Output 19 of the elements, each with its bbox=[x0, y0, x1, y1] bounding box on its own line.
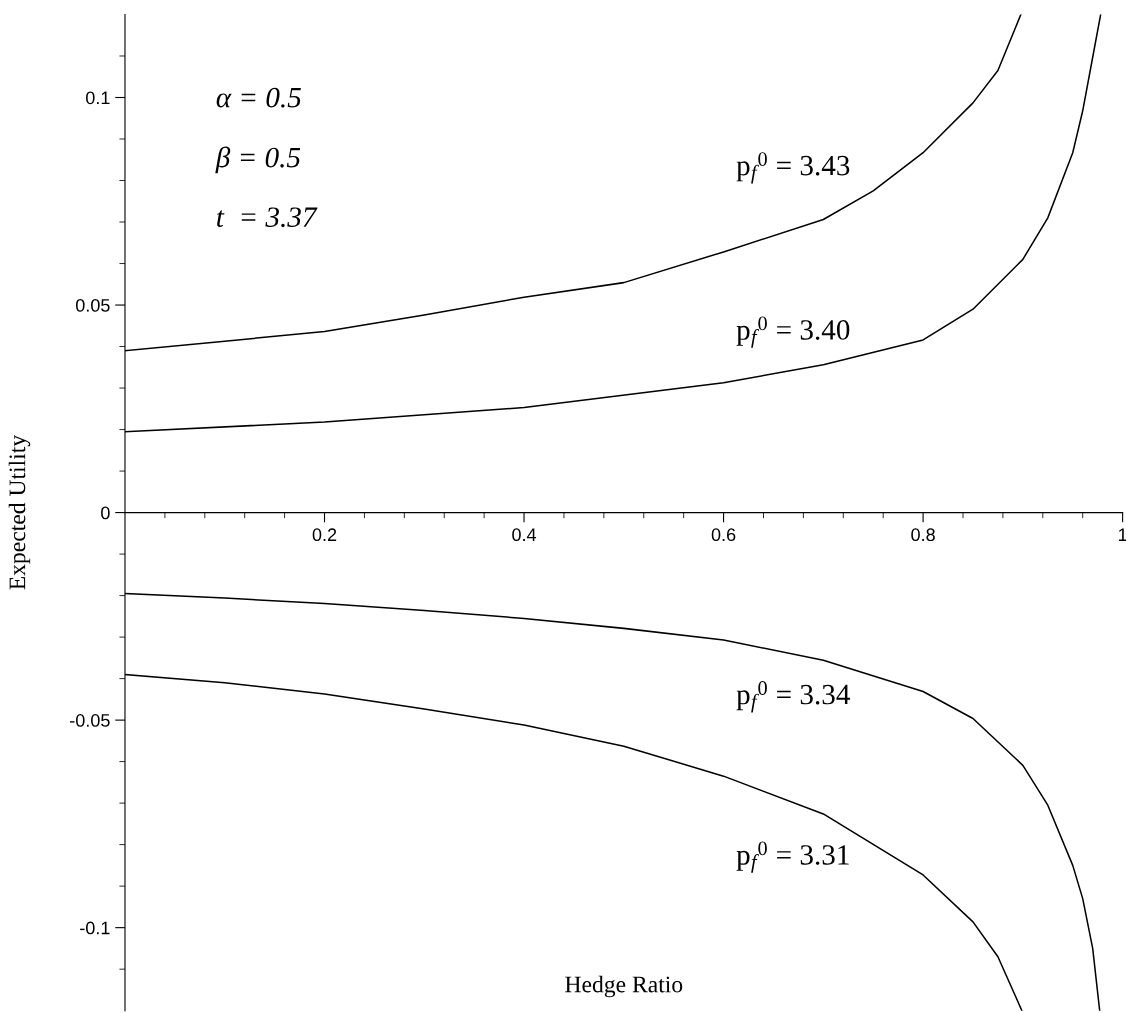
series-label: p$_{f}$$^{0}$ = 3.31 bbox=[736, 841, 849, 873]
x-tick-label: 0.2 bbox=[312, 528, 337, 542]
y-tick-label: -0.05 bbox=[70, 714, 110, 727]
y-tick-label: 0.1 bbox=[86, 91, 110, 105]
y-axis-title: Expected Utility bbox=[8, 434, 31, 590]
y-tick-label: 0.05 bbox=[75, 298, 110, 312]
x-tick-label: 1 bbox=[1118, 528, 1126, 541]
annotation: t = 3.37 bbox=[217, 207, 318, 228]
annotation: β = 0.5 bbox=[215, 146, 301, 174]
y-tick-label: 0 bbox=[101, 506, 110, 520]
x-axis-title: Hedge Ratio bbox=[565, 975, 683, 998]
x-tick-label: 0.4 bbox=[512, 528, 537, 542]
annotation: α = 0.5 bbox=[216, 87, 301, 108]
x-tick-label: 0.8 bbox=[911, 528, 935, 542]
x-tick-label: 0.6 bbox=[711, 528, 736, 542]
series-label: p$_{f}$$^{0}$ = 3.43 bbox=[736, 152, 850, 184]
y-tick-label: -0.1 bbox=[80, 921, 110, 935]
series-label: p$_{f}$$^{0}$ = 3.40 bbox=[736, 316, 850, 348]
series-label: p$_{f}$$^{0}$ = 3.34 bbox=[736, 681, 850, 713]
